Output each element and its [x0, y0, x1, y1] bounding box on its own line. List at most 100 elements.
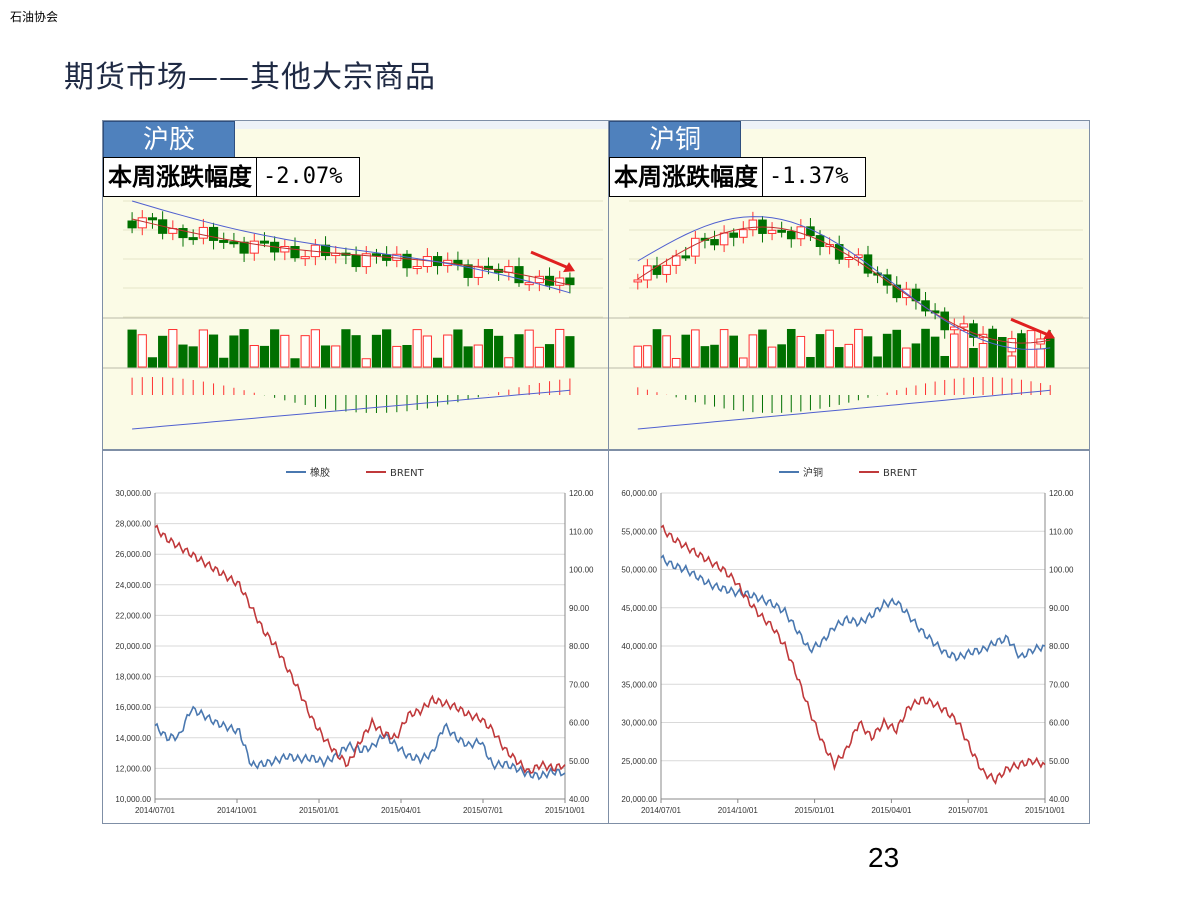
y-left-tick-label: 14,000.00	[115, 734, 151, 743]
candle-body	[127, 220, 137, 229]
candle-body	[361, 253, 371, 268]
volume-bar	[127, 329, 137, 368]
candle-body	[767, 229, 777, 234]
line-chart-panel-rubber: 橡胶 BRENT 10,000.00 12,000.00 14,000.00 16,000…	[102, 450, 610, 824]
volume-bar	[382, 329, 392, 368]
panel-label-copper: 沪铜	[609, 121, 741, 159]
volume-bar	[331, 345, 341, 368]
x-tick-label: 2014/07/01	[641, 806, 682, 815]
legend-label: 沪铜	[803, 466, 823, 479]
legend-label: BRENT	[883, 468, 918, 479]
volume-bar	[422, 335, 432, 368]
y-right-tick-label: 120.00	[569, 489, 594, 498]
x-tick-label: 2015/10/01	[545, 806, 586, 815]
volume-bar	[1017, 333, 1026, 368]
y-left-tick-label: 28,000.00	[115, 520, 151, 529]
x-tick-label: 2015/04/01	[871, 806, 912, 815]
volume-bar	[208, 334, 219, 368]
volume-bar	[748, 334, 758, 368]
volume-bar	[911, 343, 921, 368]
volume-bar	[844, 343, 854, 368]
volume-bar	[555, 328, 565, 368]
volume-bar	[758, 329, 767, 368]
series-line-brent	[154, 524, 566, 774]
volume-bar	[168, 329, 178, 368]
candle-body	[249, 240, 259, 254]
y-left-tick-label: 26,000.00	[115, 550, 151, 559]
candle-body	[739, 229, 748, 238]
volume-bar	[643, 345, 652, 368]
volume-bar	[978, 343, 988, 368]
candle-body	[892, 284, 902, 299]
volume-bar	[825, 329, 834, 368]
line-chart-copper-brent: 沪铜 BRENT 20,000.00 25,000.00 30,000.00 35,000…	[621, 466, 1074, 815]
candle-body	[524, 282, 534, 286]
panel-label-rubber: 沪胶	[103, 121, 235, 159]
volume-bar	[1045, 342, 1055, 368]
candle-body	[565, 277, 575, 286]
y-right-tick-label: 90.00	[569, 604, 590, 613]
volume-bar	[371, 334, 382, 368]
y-right-tick-label: 90.00	[1049, 604, 1070, 613]
y-right-tick-label: 40.00	[1049, 795, 1070, 804]
change-box-copper: 本周涨跌幅度 -1.37%	[609, 157, 866, 197]
volume-bar	[219, 357, 229, 368]
y-right-tick-label: 120.00	[1049, 489, 1074, 498]
candle-body	[412, 266, 422, 270]
candle-body	[652, 265, 662, 275]
volume-bar	[969, 348, 978, 368]
page-number: 23	[868, 842, 900, 873]
candlestick-panel-rubber: 沪胶 本周涨跌幅度 -2.07%	[102, 120, 610, 450]
candle-body	[198, 226, 208, 239]
trend-arrow-icon	[530, 250, 570, 270]
y-right-tick-label: 60.00	[569, 719, 590, 728]
panel-header-strip	[609, 121, 1089, 129]
x-tick-label: 2015/10/01	[1025, 806, 1066, 815]
candle-body	[351, 254, 361, 268]
volume-bar	[432, 357, 443, 368]
candle-body	[710, 239, 719, 246]
candle-body	[662, 264, 671, 275]
candle-body	[1007, 338, 1017, 353]
volume-bar	[392, 345, 402, 368]
volume-bar	[950, 333, 959, 368]
candle-body	[188, 237, 198, 241]
trend-arrow-icon	[1010, 317, 1050, 337]
y-left-tick-label: 18,000.00	[115, 673, 151, 682]
candle-body	[921, 300, 930, 312]
volume-bar	[882, 333, 892, 368]
volume-bar	[863, 336, 873, 368]
candle-body	[815, 235, 825, 247]
volume-bar	[834, 347, 844, 368]
y-left-tick-label: 24,000.00	[115, 581, 151, 590]
change-value: -1.37%	[769, 164, 849, 189]
candle-body	[959, 323, 969, 328]
candle-body	[229, 241, 239, 245]
y-right-tick-label: 80.00	[1049, 642, 1070, 651]
change-label: 本周涨跌幅度	[104, 158, 257, 196]
y-right-tick-label: 40.00	[569, 795, 590, 804]
volume-bar	[1036, 348, 1045, 368]
volume-bar	[249, 345, 259, 368]
y-left-tick-label: 20,000.00	[621, 795, 657, 804]
y-right-tick-label: 50.00	[569, 757, 590, 766]
change-label: 本周涨跌幅度	[610, 158, 763, 196]
candle-body	[280, 246, 290, 253]
volume-bar	[320, 345, 331, 368]
volume-bar	[796, 335, 806, 368]
volume-bar	[514, 334, 524, 368]
volume-bar	[873, 356, 882, 368]
y-left-tick-label: 22,000.00	[115, 611, 151, 620]
candle-body	[969, 323, 978, 338]
volume-bar	[652, 329, 662, 368]
series-line-left	[660, 554, 1046, 662]
series-line-brent	[660, 524, 1046, 785]
y-left-tick-label: 55,000.00	[621, 527, 657, 536]
volume-bar	[534, 346, 544, 368]
volume-bar	[854, 328, 863, 368]
candle-body	[219, 239, 229, 243]
candle-body	[978, 333, 988, 338]
volume-bar	[959, 329, 969, 368]
candle-body	[681, 255, 691, 259]
y-left-tick-label: 45,000.00	[621, 604, 657, 613]
